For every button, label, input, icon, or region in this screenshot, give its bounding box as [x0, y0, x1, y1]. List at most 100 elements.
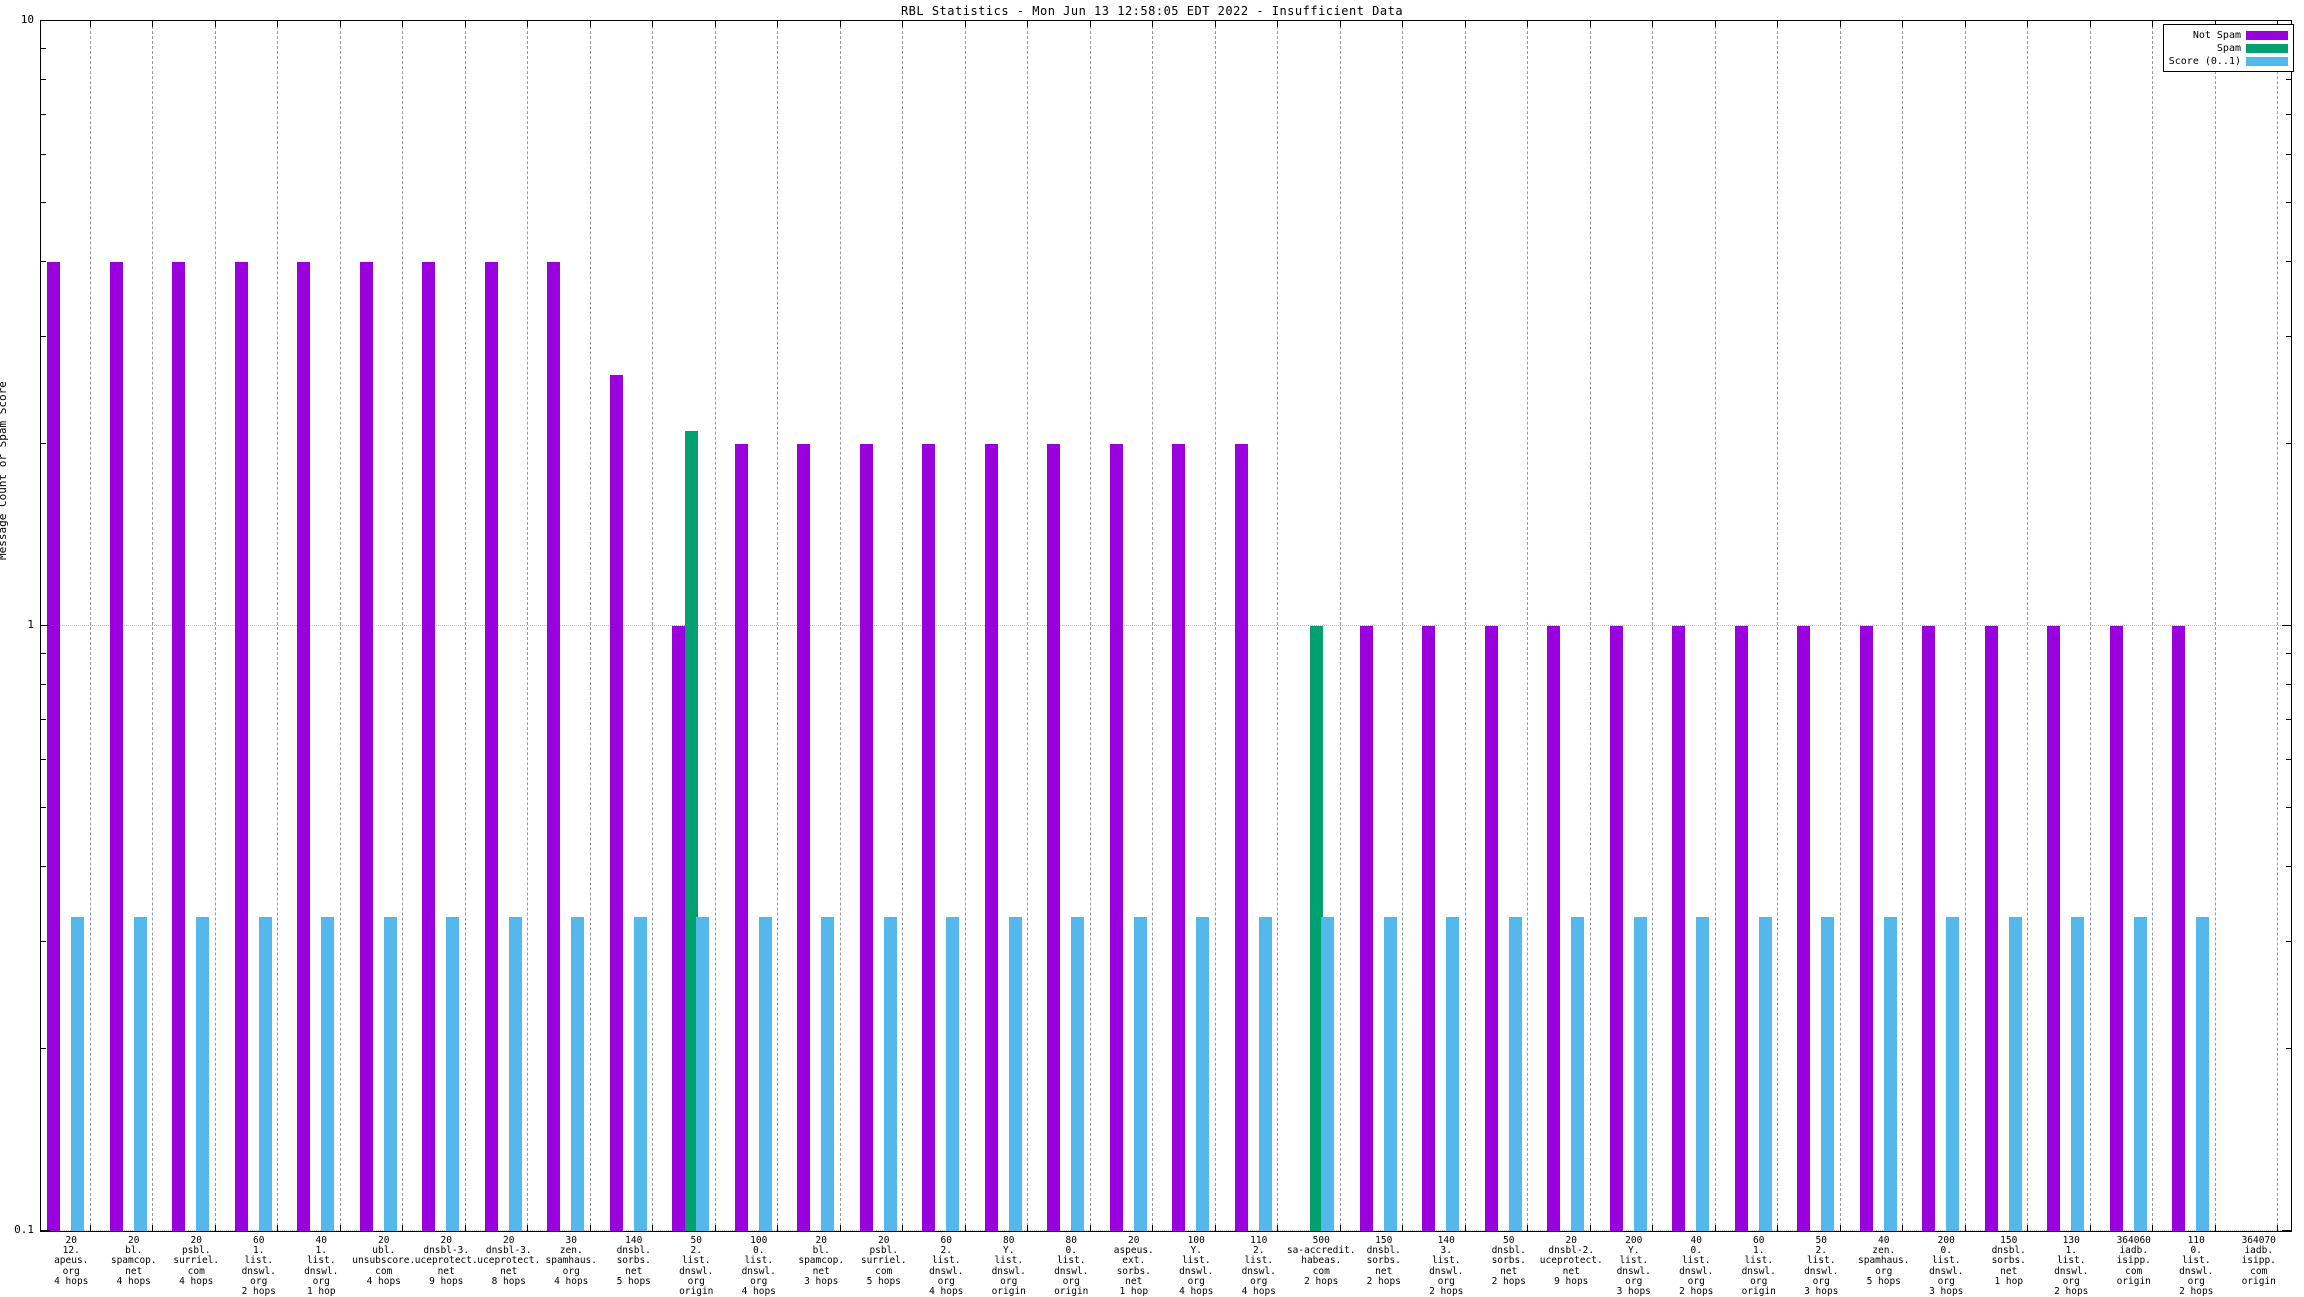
x-axis-tick: [1589, 1225, 1591, 1231]
gridline-vertical: [902, 21, 904, 1231]
bar-score: [1821, 917, 1834, 1231]
x-axis-tick: [402, 21, 404, 27]
y-axis-tick: [2286, 113, 2291, 115]
y-axis-tick: [2286, 759, 2291, 761]
x-axis-tick-label: 60 1. list. dnswl. org 2 hops: [241, 1235, 276, 1297]
y-axis-tick: [41, 865, 46, 867]
gridline-vertical: [1214, 21, 1216, 1231]
bar-score: [196, 917, 209, 1231]
x-axis-tick: [777, 21, 779, 27]
gridline-vertical: [1089, 21, 1091, 1231]
x-axis-tick: [152, 1225, 154, 1231]
bar-score: [1071, 917, 1084, 1231]
x-axis-tick: [1402, 1225, 1404, 1231]
bar-not-spam: [359, 261, 373, 1231]
bar-not-spam: [422, 261, 435, 1231]
y-axis-tick: [2282, 1230, 2291, 1231]
x-axis-tick-label: 20 dnsbl-2. uceprotect. net 9 hops: [1539, 1235, 1603, 1287]
y-axis-tick: [2286, 260, 2291, 262]
legend-item-score: Score (0..1): [2169, 55, 2288, 67]
x-axis-tick: [89, 21, 91, 27]
x-axis-tick-label: 20 ubl. unsubscore. com 4 hops: [352, 1235, 416, 1287]
bar-score: [1883, 917, 1897, 1231]
x-axis-tick: [1714, 21, 1716, 27]
bar-score: [133, 917, 147, 1231]
x-axis-tick-label: 20 psbl. surriel. com 5 hops: [860, 1235, 907, 1287]
gridline-vertical: [1777, 21, 1779, 1231]
x-axis-tick: [402, 1225, 404, 1231]
bar-not-spam: [1984, 626, 1998, 1231]
x-axis-tick: [1527, 21, 1529, 27]
y-axis-tick: [2286, 718, 2291, 720]
bar-score: [1633, 917, 1647, 1231]
x-axis-tick: [964, 21, 966, 27]
x-axis-tick: [277, 21, 279, 27]
x-axis-tick: [1902, 1225, 1904, 1231]
bar-not-spam: [1047, 443, 1060, 1231]
x-axis-tick: [1652, 1225, 1654, 1231]
gridline-vertical: [339, 21, 341, 1231]
x-axis-tick: [1902, 21, 1904, 27]
x-axis-tick-label: 150 dnsbl. sorbs. net 1 hop: [1991, 1235, 2026, 1287]
y-axis-tick: [41, 807, 46, 809]
x-axis-tick-label: 80 Y. list. dnswl. org origin: [991, 1235, 1026, 1297]
x-axis-tick: [277, 1225, 279, 1231]
x-axis-tick: [464, 21, 466, 27]
bar-not-spam: [1484, 626, 1498, 1231]
x-axis-tick: [2089, 21, 2091, 27]
bar-score: [1758, 917, 1772, 1231]
x-axis-tick-label: 140 dnsbl. sorbs. net 5 hops: [616, 1235, 651, 1287]
x-axis-tick-label: 200 0. list. dnswl. org 3 hops: [1929, 1235, 1964, 1297]
bar-not-spam: [797, 443, 810, 1231]
gridline-vertical: [777, 21, 779, 1231]
x-axis-tick: [1964, 21, 1966, 27]
x-axis-tick: [1214, 21, 1216, 27]
y-axis-tick: [2286, 1047, 2291, 1049]
x-axis-tick-label: 80 0. list. dnswl. org origin: [1054, 1235, 1089, 1297]
x-axis-tick: [1277, 21, 1279, 27]
legend-label-score: Score (0..1): [2168, 55, 2241, 67]
x-axis-tick-label: 20 dnsbl-3. uceprotect. net 9 hops: [414, 1235, 478, 1287]
x-axis-tick: [1527, 1225, 1529, 1231]
bar-score: [1008, 917, 1022, 1231]
gridline-vertical: [714, 21, 716, 1231]
legend: Not Spam Spam Score (0..1): [2162, 24, 2294, 72]
x-axis-tick-label: 50 2. list. dnswl. org origin: [679, 1235, 714, 1297]
x-axis-tick-label: 110 2. list. dnswl. org 4 hops: [1241, 1235, 1276, 1297]
x-axis-tick-label: 50 dnsbl. sorbs. net 2 hops: [1491, 1235, 1526, 1287]
legend-swatch-not-spam: [2246, 30, 2288, 40]
bar-score: [321, 917, 334, 1231]
x-axis-tick: [1589, 21, 1591, 27]
bar-score: [2071, 917, 2084, 1231]
x-axis-tick-label: 40 1. list. dnswl. org 1 hop: [304, 1235, 339, 1297]
gridline-vertical: [839, 21, 841, 1231]
y-axis-tick: [2286, 652, 2291, 654]
y-axis-tick: [2282, 625, 2291, 626]
x-axis-tick: [1839, 21, 1841, 27]
chart-title: RBL Statistics - Mon Jun 13 12:58:05 EDT…: [900, 4, 1404, 18]
bar-score: [758, 917, 772, 1231]
x-axis-tick: [1089, 21, 1091, 27]
x-axis-tick: [1339, 1225, 1341, 1231]
bar-not-spam: [1734, 626, 1748, 1231]
x-axis-tick: [777, 1225, 779, 1231]
legend-swatch-spam: [2246, 43, 2288, 53]
bar-score: [821, 917, 834, 1231]
bar-score: [258, 917, 272, 1231]
x-axis-tick: [1152, 21, 1154, 27]
y-axis-tick: [2286, 442, 2291, 444]
x-axis-tick: [1152, 1225, 1154, 1231]
y-axis-tick: [41, 442, 46, 444]
gridline-vertical: [2089, 21, 2091, 1231]
x-axis-tick-label: 20 bl. spamcop. net 3 hops: [798, 1235, 845, 1287]
bar-score: [883, 917, 897, 1231]
x-axis-tick: [1339, 21, 1341, 27]
x-axis-tick-label: 20 dnsbl-3. uceprotect. net 8 hops: [477, 1235, 541, 1287]
x-axis-tick: [1277, 1225, 1279, 1231]
bar-not-spam: [2172, 626, 2185, 1231]
x-axis-tick-label: 364060 iadb. isipp. com origin: [2116, 1235, 2151, 1287]
bar-not-spam: [1359, 626, 1373, 1231]
x-axis-tick: [2214, 1225, 2216, 1231]
gridline-horizontal: [41, 1230, 2291, 1231]
y-axis-tick: [41, 625, 50, 626]
